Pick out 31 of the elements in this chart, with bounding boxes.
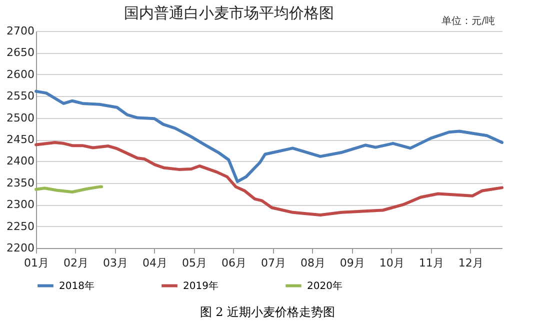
x-tick-label: 12月 bbox=[458, 256, 484, 270]
legend-label: 2019年 bbox=[183, 280, 218, 292]
y-tick-label: 2200 bbox=[6, 242, 34, 254]
x-tick-label: 10月 bbox=[379, 256, 404, 270]
x-tick-label: 04月 bbox=[142, 256, 168, 270]
y-tick-label: 2550 bbox=[6, 90, 34, 103]
line-series bbox=[34, 141, 504, 217]
y-tick-label: 2400 bbox=[6, 154, 34, 168]
line-series bbox=[34, 90, 504, 184]
y-tick-label: 2300 bbox=[6, 198, 34, 212]
x-tick-label: 02月 bbox=[63, 256, 88, 270]
x-tick-label: 03月 bbox=[102, 256, 128, 270]
x-tick-label: 06月 bbox=[221, 256, 246, 270]
y-tick-label: 2700 bbox=[6, 24, 34, 38]
x-tick-label: 09月 bbox=[340, 256, 365, 270]
y-tick-label: 2500 bbox=[6, 111, 34, 124]
text: 单位：元/吨 bbox=[442, 14, 495, 28]
x-tick-label: 07月 bbox=[260, 256, 286, 270]
y-tick-label: 2350 bbox=[6, 176, 34, 190]
y-tick-label: 2250 bbox=[6, 220, 34, 233]
y-tick-label: 2600 bbox=[6, 68, 34, 81]
caption: 图 2 近期小麦价格走势图 bbox=[198, 304, 336, 321]
legend-label: 2018年 bbox=[59, 280, 94, 292]
x-tick-label: 01月 bbox=[24, 256, 49, 270]
x-tick-label: 11月 bbox=[418, 256, 444, 270]
y-tick-label: 2650 bbox=[6, 46, 34, 60]
chart-title: 国内普通白小麦市场平均价格图 bbox=[124, 4, 334, 22]
y-tick-label: 2450 bbox=[6, 133, 34, 146]
x-tick-label: 08月 bbox=[300, 256, 326, 270]
x-tick-label: 05月 bbox=[182, 256, 207, 270]
legend-label: 2020年 bbox=[307, 280, 342, 292]
